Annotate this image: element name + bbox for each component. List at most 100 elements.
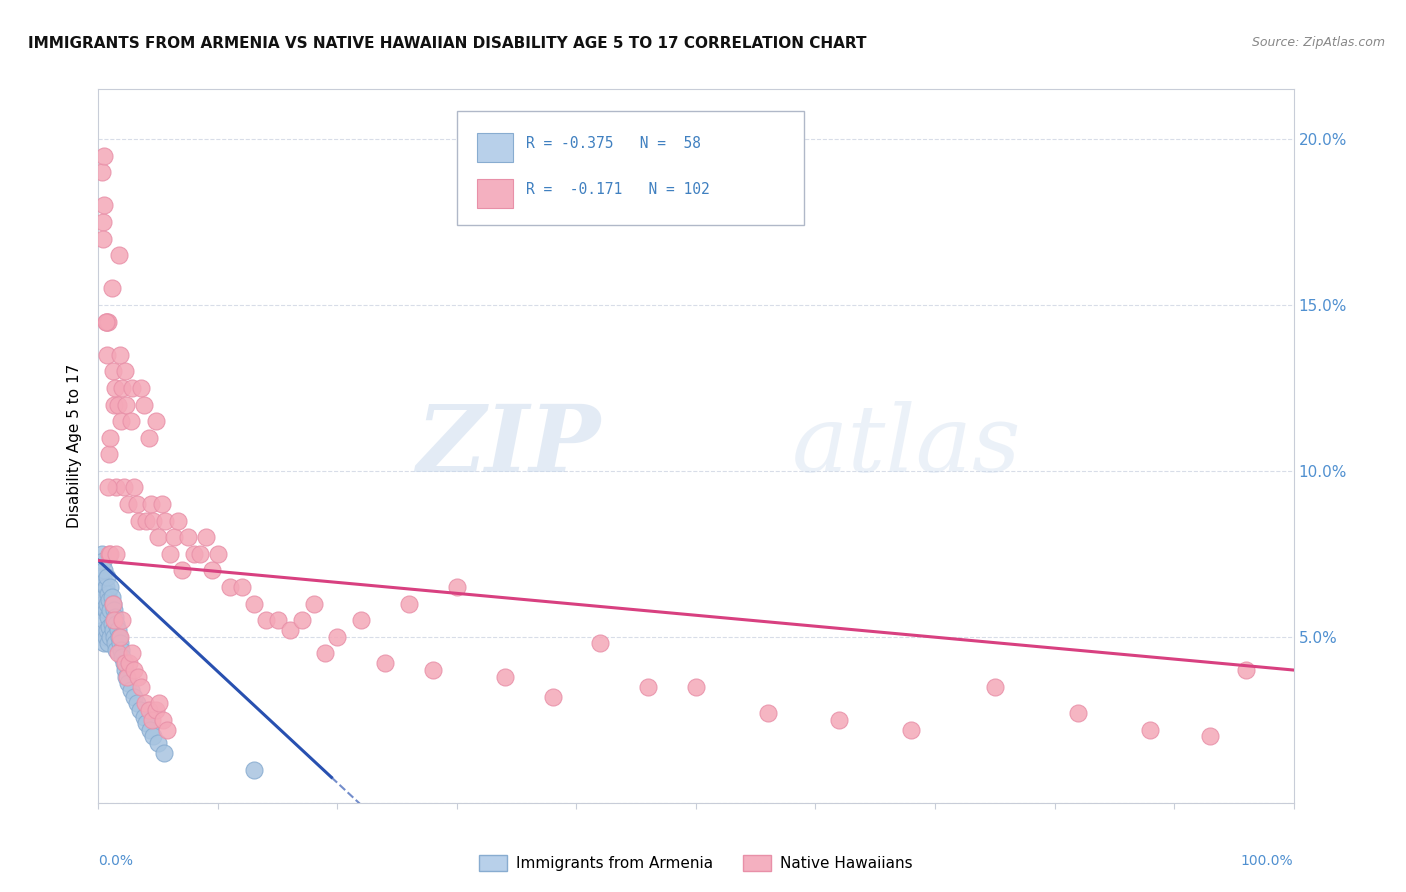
Point xyxy=(91,570,114,584)
Point xyxy=(98,547,121,561)
Point xyxy=(90,590,112,604)
Point xyxy=(100,281,122,295)
Point xyxy=(128,514,150,528)
Point xyxy=(115,670,138,684)
Point xyxy=(110,643,132,657)
Point xyxy=(135,716,157,731)
Bar xyxy=(477,133,513,162)
Point xyxy=(231,580,253,594)
Point xyxy=(148,530,170,544)
Point xyxy=(118,657,141,671)
Point xyxy=(195,530,218,544)
Point xyxy=(315,647,337,661)
Point xyxy=(132,709,155,723)
Point xyxy=(398,597,420,611)
Point xyxy=(134,696,156,710)
Point xyxy=(96,348,118,362)
Point xyxy=(183,547,205,561)
Point xyxy=(96,597,118,611)
Point xyxy=(98,603,122,617)
Point xyxy=(121,381,143,395)
Point xyxy=(94,630,117,644)
Point xyxy=(148,736,170,750)
Point xyxy=(114,663,136,677)
Point xyxy=(159,547,181,561)
Point xyxy=(108,348,131,362)
Point xyxy=(131,680,153,694)
Point xyxy=(93,590,115,604)
Point xyxy=(107,248,129,262)
Point xyxy=(98,431,122,445)
Point xyxy=(89,570,111,584)
Point xyxy=(541,690,564,704)
Text: 100.0%: 100.0% xyxy=(1241,854,1294,868)
Point xyxy=(103,397,125,411)
Point xyxy=(98,580,122,594)
Point xyxy=(110,414,132,428)
Point xyxy=(350,613,373,627)
Point xyxy=(1199,730,1222,744)
Point xyxy=(93,148,115,162)
Text: R = -0.375   N =  58: R = -0.375 N = 58 xyxy=(526,136,702,151)
Point xyxy=(374,657,396,671)
Point xyxy=(96,570,118,584)
Point xyxy=(685,680,707,694)
Point xyxy=(107,630,129,644)
Point xyxy=(422,663,444,677)
Point xyxy=(103,630,125,644)
Point xyxy=(254,613,277,627)
Point xyxy=(97,481,120,495)
Point xyxy=(104,381,127,395)
Point xyxy=(142,514,165,528)
Point xyxy=(135,514,157,528)
Point xyxy=(98,620,121,634)
Text: ZIP: ZIP xyxy=(416,401,600,491)
Point xyxy=(107,624,129,638)
Point xyxy=(177,530,200,544)
Point xyxy=(107,647,129,661)
Point xyxy=(104,610,127,624)
Point xyxy=(97,587,120,601)
Point xyxy=(94,314,117,328)
Point xyxy=(103,613,125,627)
Point xyxy=(94,580,117,594)
Point xyxy=(91,165,114,179)
Point xyxy=(139,723,162,737)
Point xyxy=(93,564,115,578)
Point xyxy=(131,381,153,395)
Point xyxy=(112,481,135,495)
Point xyxy=(243,597,266,611)
Point xyxy=(91,603,114,617)
Point xyxy=(138,431,160,445)
Point xyxy=(132,397,155,411)
Point xyxy=(207,547,229,561)
Point xyxy=(93,636,115,650)
FancyBboxPatch shape xyxy=(457,111,804,225)
Point xyxy=(828,713,851,727)
Point xyxy=(107,397,129,411)
Point xyxy=(243,763,266,777)
Point xyxy=(141,713,163,727)
Point xyxy=(142,730,165,744)
Point xyxy=(1234,663,1257,677)
Point xyxy=(756,706,779,721)
Point xyxy=(112,657,135,671)
Point xyxy=(100,616,122,631)
Point xyxy=(167,514,190,528)
Point xyxy=(97,610,120,624)
Point xyxy=(201,564,224,578)
Point xyxy=(91,215,114,229)
Point xyxy=(125,696,148,710)
Point xyxy=(101,624,124,638)
Point xyxy=(96,624,118,638)
Point xyxy=(105,547,128,561)
Point xyxy=(111,649,134,664)
Point xyxy=(494,670,516,684)
Point xyxy=(105,616,128,631)
Point xyxy=(108,636,131,650)
Point xyxy=(589,636,612,650)
Point xyxy=(96,314,118,328)
Point xyxy=(152,713,174,727)
Point xyxy=(98,593,121,607)
Point xyxy=(139,497,162,511)
